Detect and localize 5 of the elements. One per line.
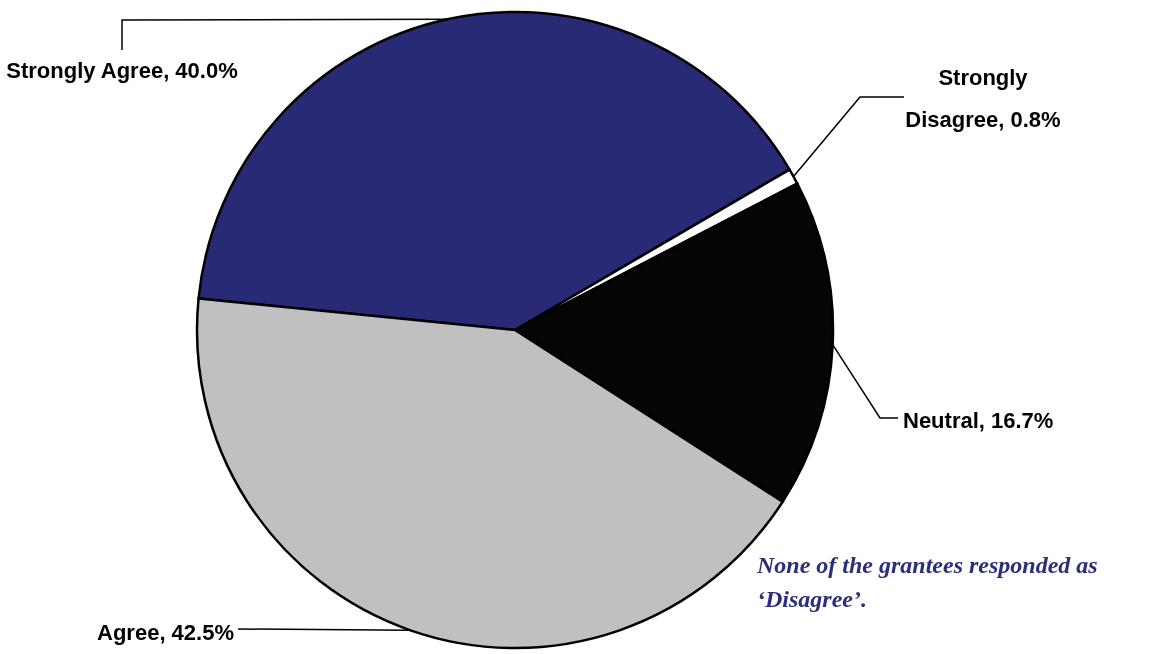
slice-label: Agree, 42.5% [96, 619, 234, 647]
slice-label: Neutral, 16.7% [903, 407, 1055, 435]
slice-label: Strongly Disagree, 0.8% [904, 64, 1062, 134]
text: None of the grantees responded as ‘Disagree’. [757, 551, 1099, 614]
slice-label: Strongly Agree, 40.0% [5, 57, 239, 85]
